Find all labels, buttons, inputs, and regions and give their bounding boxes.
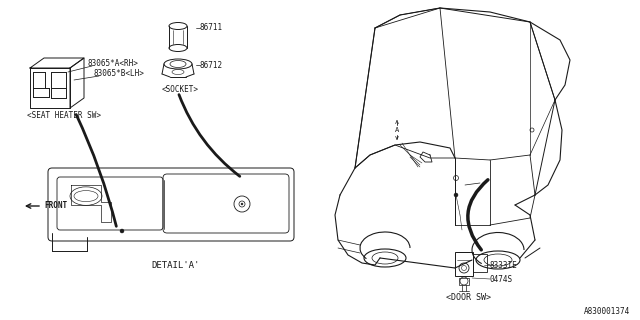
Text: FRONT: FRONT [44,202,67,211]
Text: A: A [395,127,399,133]
Text: DETAIL'A': DETAIL'A' [152,260,200,269]
FancyArrowPatch shape [76,115,116,226]
Text: A830001374: A830001374 [584,308,630,316]
Text: <SEAT HEATER SW>: <SEAT HEATER SW> [27,110,101,119]
Text: <DOOR SW>: <DOOR SW> [447,293,492,302]
Text: 8333IE: 8333IE [490,260,518,269]
Text: 83065*A<RH>: 83065*A<RH> [87,60,138,68]
Circle shape [120,229,124,233]
Text: <SOCKET>: <SOCKET> [162,85,199,94]
Text: 83065*B<LH>: 83065*B<LH> [94,69,145,78]
Bar [455,252,473,276]
Text: 86711: 86711 [200,23,223,33]
FancyArrowPatch shape [179,95,240,176]
Text: 0474S: 0474S [490,275,513,284]
Bar [459,278,469,285]
Text: 86712: 86712 [200,60,223,69]
Circle shape [454,193,458,197]
Bar [473,254,487,272]
Circle shape [241,203,243,205]
FancyArrowPatch shape [468,180,488,250]
